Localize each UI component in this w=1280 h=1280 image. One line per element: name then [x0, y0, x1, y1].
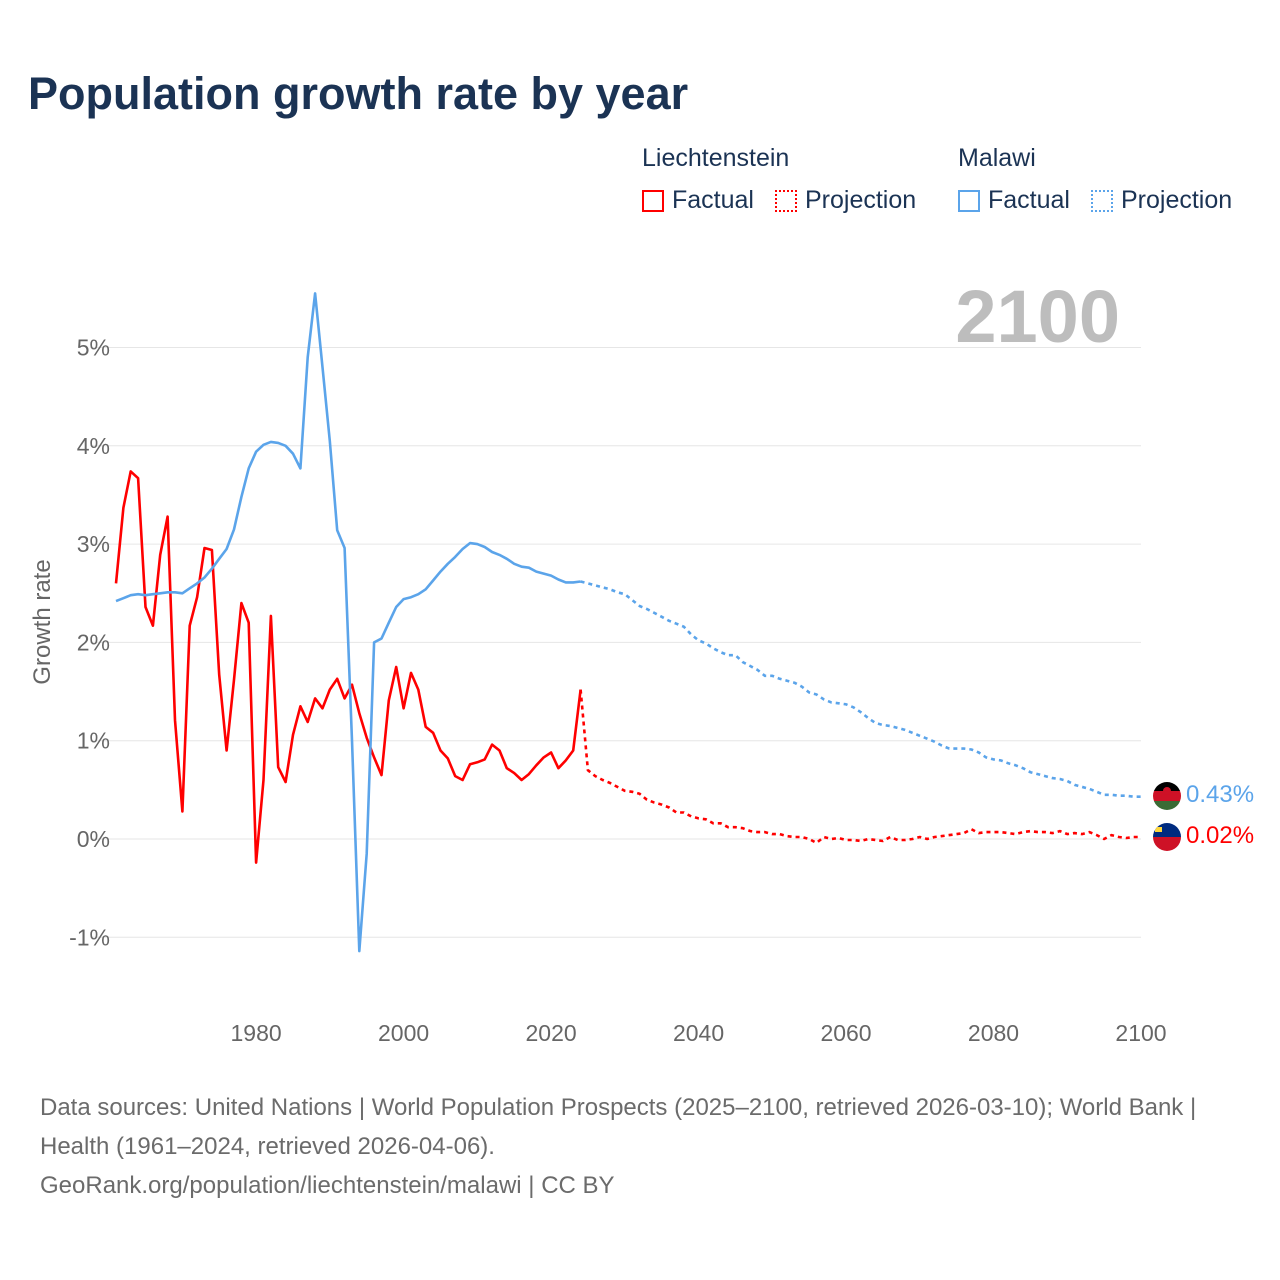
- flag-malawi-icon: [1153, 782, 1181, 810]
- year-indicator: 2100: [955, 275, 1120, 358]
- x-tick-label: 2060: [820, 1020, 871, 1046]
- legend-swatch-dotted: [775, 189, 797, 212]
- x-tick-label: 2000: [378, 1020, 429, 1046]
- chart-title: Population growth rate by year: [28, 68, 689, 119]
- legend-label: Factual: [988, 186, 1070, 214]
- x-tick-label: 1980: [231, 1020, 282, 1046]
- legend-label: Projection: [805, 186, 917, 214]
- y-tick-label: 5%: [77, 335, 110, 361]
- footer: Data sources: United Nations | World Pop…: [40, 1088, 1240, 1205]
- x-tick-label: 2100: [1115, 1020, 1166, 1046]
- end-label-liechtenstein: 0.02%: [1186, 822, 1254, 849]
- legend-swatch-dotted: [1091, 189, 1113, 212]
- legend-label: Factual: [672, 186, 754, 214]
- legend-country-label: Malawi: [958, 144, 1036, 172]
- x-tick-label: 2020: [525, 1020, 576, 1046]
- legend-swatch-solid: [642, 189, 664, 212]
- legend-item-malawi-factual[interactable]: Factual: [958, 186, 1070, 215]
- series-line-liechtenstein-projection: [579, 689, 1141, 845]
- data-sources: Data sources: United Nations | World Pop…: [40, 1094, 1197, 1160]
- y-tick-label: 3%: [77, 531, 110, 557]
- end-label-malawi: 0.43%: [1186, 781, 1254, 808]
- y-axis-label: Growth rate: [29, 559, 56, 684]
- legend-country-label: Liechtenstein: [642, 144, 790, 172]
- series-line-malawi-factual: [115, 292, 581, 953]
- series-line-liechtenstein-factual: [114, 470, 582, 864]
- legend-item-malawi-projection[interactable]: Projection: [1091, 186, 1232, 215]
- x-tick-label: 2080: [968, 1020, 1019, 1046]
- y-tick-label: 0%: [77, 826, 110, 852]
- y-tick-label: 4%: [77, 433, 110, 459]
- flag-liechtenstein-icon: [1153, 823, 1181, 851]
- x-tick-label: 2040: [673, 1020, 724, 1046]
- y-tick-label: 2%: [77, 629, 110, 655]
- credit-link[interactable]: GeoRank.org/population/liechtenstein/mal…: [40, 1172, 615, 1199]
- legend-item-liechtenstein-projection[interactable]: Projection: [775, 186, 916, 215]
- series-line-malawi-projection: [580, 580, 1141, 798]
- y-tick-label: -1%: [69, 924, 110, 950]
- legend-item-liechtenstein-factual[interactable]: Factual: [642, 186, 754, 215]
- y-tick-label: 1%: [77, 728, 110, 754]
- legend-label: Projection: [1121, 186, 1233, 214]
- legend-swatch-solid: [958, 189, 980, 212]
